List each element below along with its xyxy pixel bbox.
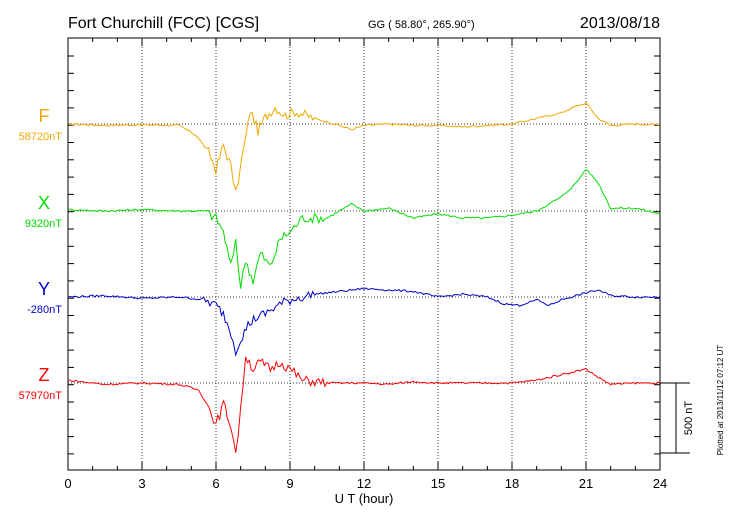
- x-tick-label: 15: [431, 476, 445, 491]
- x-tick-label: 6: [212, 476, 219, 491]
- x-tick-label: 3: [138, 476, 145, 491]
- x-tick-label: 21: [579, 476, 593, 491]
- coordinates-label: GG ( 58.80°, 265.90°): [368, 19, 475, 31]
- series-name-f: F: [39, 106, 50, 126]
- series-line-y: [67, 287, 661, 357]
- series-line-f: [67, 102, 660, 191]
- x-tick-label: 18: [505, 476, 519, 491]
- x-tick-label: 24: [653, 476, 667, 491]
- series-lines: [67, 102, 661, 453]
- series-line-x: [67, 169, 661, 289]
- scale-bar: 500 nT: [660, 382, 695, 454]
- station-title: Fort Churchill (FCC) [CGS]: [68, 15, 259, 32]
- series-baseline-z: 57970nT: [19, 390, 63, 402]
- series-baseline-x: 9320nT: [25, 218, 63, 230]
- series-name-z: Z: [39, 365, 50, 385]
- series-line-z: [67, 356, 661, 453]
- x-tick-label: 0: [64, 476, 71, 491]
- x-axis-label: U T (hour): [335, 491, 394, 506]
- date-label: 2013/08/18: [580, 15, 660, 32]
- series-name-y: Y: [38, 279, 50, 299]
- series-name-x: X: [38, 193, 50, 213]
- x-tick-marks: 0 3 6 9 12 15 18 21 24: [64, 38, 667, 491]
- series-baseline-f: 58720nT: [19, 131, 63, 143]
- plotted-timestamp: Plotted at 2013/11/12 07:12 UT: [716, 345, 725, 456]
- series-labels: F 58720nT X 9320nT Y -280nT Z 57970nT: [19, 106, 63, 402]
- series-baseline-y: -280nT: [27, 304, 62, 316]
- x-tick-label: 9: [286, 476, 293, 491]
- x-tick-label: 12: [357, 476, 371, 491]
- scale-bar-label: 500 nT: [683, 401, 695, 436]
- grid-lines: [68, 38, 660, 470]
- y-tick-marks: [68, 55, 660, 455]
